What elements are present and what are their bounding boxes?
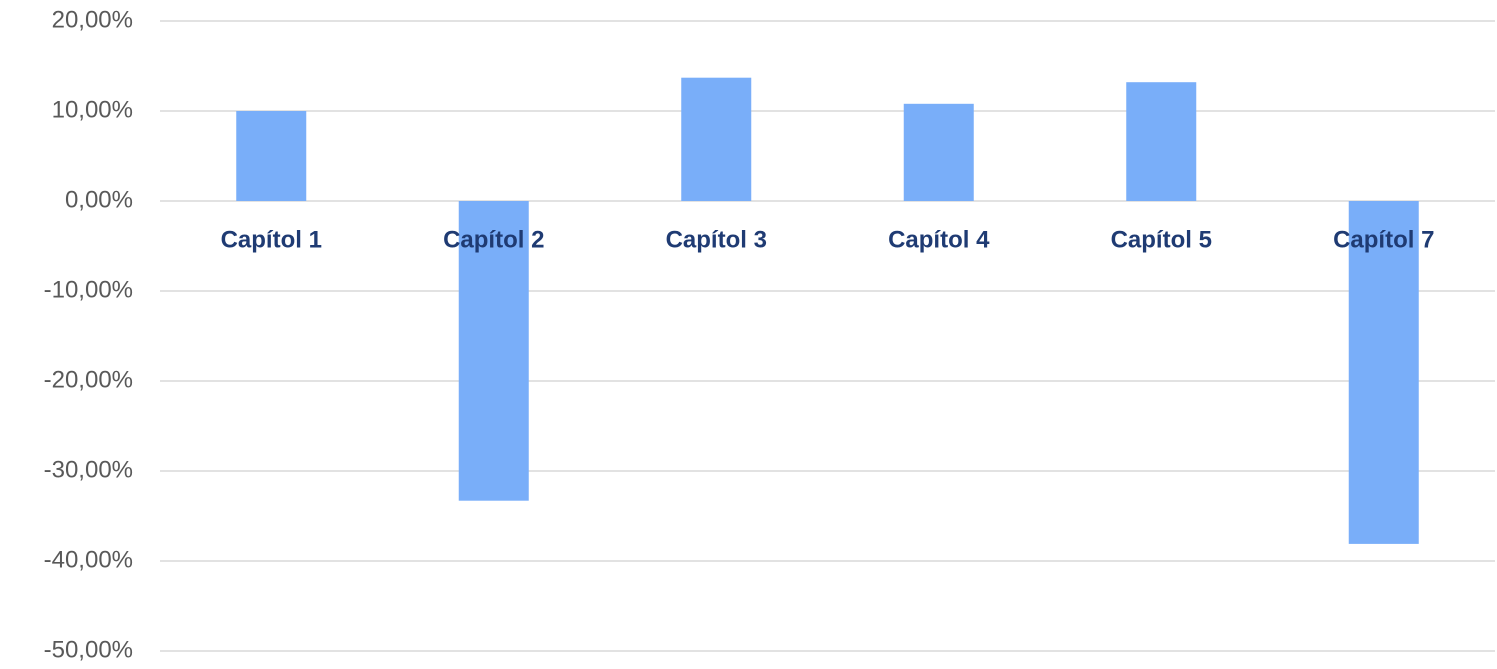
x-tick-label: Capítol 2 bbox=[443, 226, 544, 253]
x-tick-label: Capítol 4 bbox=[888, 226, 990, 253]
y-tick-label: -10,00% bbox=[44, 276, 133, 303]
x-tick-label: Capítol 3 bbox=[666, 226, 767, 253]
chart: 20,00% 10,00% 0,00% -10,00% -20,00% -30,00% -4… bbox=[0, 0, 1497, 669]
x-tick-label: Capítol 1 bbox=[221, 226, 322, 253]
y-tick-label: -40,00% bbox=[44, 546, 133, 573]
y-tick-label: -50,00% bbox=[44, 636, 133, 663]
page: {"chart_data": {"type": "bar", "categori… bbox=[0, 0, 1497, 669]
y-tick-label: -20,00% bbox=[44, 366, 133, 393]
bar bbox=[236, 111, 306, 201]
bar bbox=[1126, 82, 1196, 201]
y-tick-label: 0,00% bbox=[65, 186, 133, 213]
y-tick-label: 20,00% bbox=[52, 6, 133, 33]
x-tick-label: Capítol 5 bbox=[1111, 226, 1212, 253]
bar bbox=[904, 104, 974, 201]
bar bbox=[681, 78, 751, 201]
y-tick-label: 10,00% bbox=[52, 96, 133, 123]
x-tick-label: Capítol 7 bbox=[1333, 226, 1434, 253]
y-tick-label: -30,00% bbox=[44, 456, 133, 483]
